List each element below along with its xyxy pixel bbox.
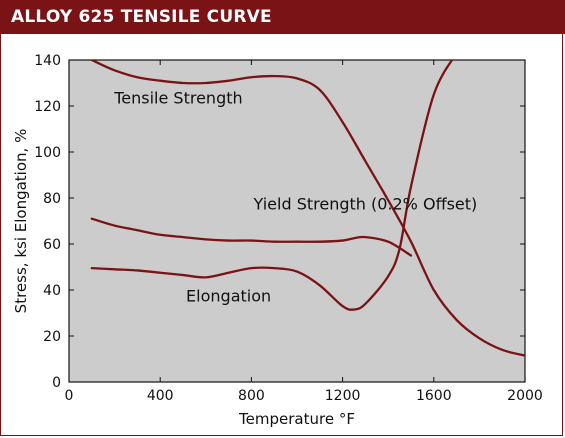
series-line-yield-strength xyxy=(90,217,413,257)
series-line-elongation xyxy=(90,60,454,311)
x-tick-label: 1200 xyxy=(325,388,361,404)
y-tick-label: 60 xyxy=(43,237,61,253)
curves xyxy=(90,60,525,357)
x-tick-label: 2000 xyxy=(507,388,543,404)
y-tick-label: 120 xyxy=(34,99,61,115)
x-tick-label: 400 xyxy=(147,388,174,404)
y-tick-label: 0 xyxy=(52,375,61,391)
y-tick-label: 20 xyxy=(43,329,61,345)
annotation-label: Tensile Strength xyxy=(113,89,242,108)
x-tick-label: 0 xyxy=(65,388,74,404)
chart-title: ALLOY 625 TENSILE CURVE xyxy=(11,7,272,27)
header-bar: ALLOY 625 TENSILE CURVE xyxy=(0,0,565,34)
x-axis-label: Temperature °F xyxy=(238,410,355,428)
plot-area xyxy=(68,59,526,383)
x-tick-label: 800 xyxy=(238,388,265,404)
y-tick-label: 100 xyxy=(34,145,61,161)
series-line-tensile-strength xyxy=(90,60,525,357)
y-axis-label: Stress, ksi Elongation, % xyxy=(12,129,30,314)
y-tick-label: 40 xyxy=(43,283,61,299)
y-tick-label: 140 xyxy=(34,53,61,69)
x-tick-label: 1600 xyxy=(416,388,452,404)
y-tick-label: 80 xyxy=(43,191,61,207)
annotation-label: Yield Strength (0.2% Offset) xyxy=(253,195,478,214)
annotations: Tensile Strength Yield Strength (0.2% Off… xyxy=(113,89,477,306)
annotation-label: Elongation xyxy=(186,287,271,306)
axis-ticks: 0 400 800 1200 1600 2000 0 20 40 60 80 100 120 140 xyxy=(34,53,543,404)
